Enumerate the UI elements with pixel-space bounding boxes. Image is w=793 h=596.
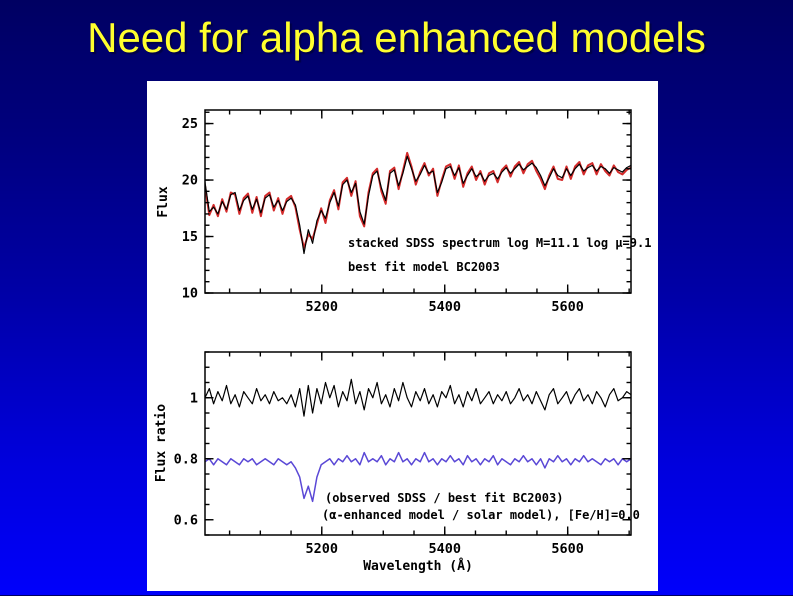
- y-tick-label: 10: [182, 286, 198, 302]
- x-tick-label: 5200: [306, 299, 339, 315]
- y-tick-label: 0.8: [174, 451, 198, 467]
- series-line-0-1: [205, 151, 631, 249]
- x-tick-label: 5400: [428, 299, 461, 315]
- x-tick-label: 5200: [306, 541, 339, 557]
- x-tick-label: 5600: [551, 541, 584, 557]
- y-tick-label: 25: [182, 116, 198, 132]
- legend-entry: best fit model BC2003: [348, 260, 500, 274]
- y-axis-label: Flux ratio: [154, 404, 169, 482]
- x-tick-label: 5400: [428, 541, 461, 557]
- figure-panel: 5200 5400 5600 10 15 20 25 Flux stacked SDSS spe…: [147, 81, 658, 591]
- y-axis-label: Flux: [156, 186, 171, 217]
- legend-entry: (observed SDSS / best fit BC2003): [325, 491, 563, 505]
- y-tick-label: 15: [182, 229, 198, 245]
- legend-entry: stacked SDSS spectrum log M=11.1 log μ=9…: [348, 236, 651, 250]
- plot-frame: [204, 109, 632, 294]
- y-tick-label: 1: [190, 390, 198, 406]
- flux-ratio-chart: 5200 5400 5600 0.6 0.8 1 Flux ratio Wavelength …: [154, 351, 640, 574]
- slide-title: Need for alpha enhanced models: [87, 14, 706, 61]
- sdss-vs-model-spectrum-chart: 5200 5400 5600 10 15 20 25 Flux stacked SDSS spe…: [156, 109, 651, 315]
- x-tick-label: 5600: [551, 299, 584, 315]
- spectra-figure: 5200 5400 5600 10 15 20 25 Flux stacked SDSS spe…: [154, 109, 651, 574]
- axis-ticks: [205, 110, 631, 294]
- series-line-1-0: [205, 378, 631, 417]
- x-axis-label: Wavelength (Å): [363, 558, 473, 574]
- y-tick-label: 0.6: [174, 512, 198, 528]
- series-line-0-0: [205, 155, 631, 255]
- series-line-1-1: [205, 451, 631, 503]
- y-tick-label: 20: [182, 173, 198, 189]
- legend-entry: (α-enhanced model / solar model), [Fe/H]…: [322, 508, 640, 522]
- axis-ticks: [205, 351, 631, 536]
